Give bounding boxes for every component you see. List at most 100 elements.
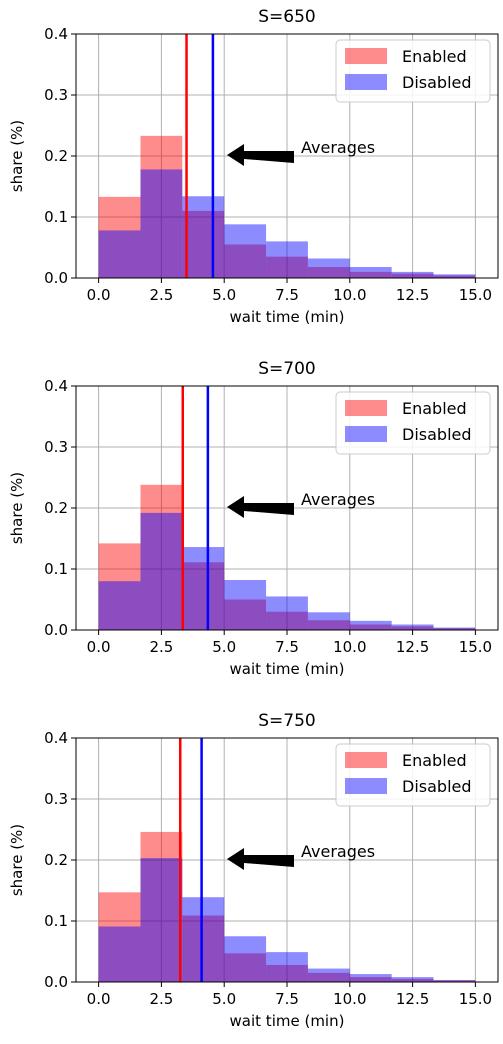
histogram-bar <box>98 196 141 278</box>
legend-label-enabled: Enabled <box>402 399 467 418</box>
histogram-bar <box>140 512 183 630</box>
y-axis-label: share (%) <box>8 120 26 192</box>
x-tick-label: 15.0 <box>459 638 492 656</box>
x-tick-label: 5.0 <box>212 286 236 304</box>
chart-panel-2: S=700 0.0 2.5 5.0 7.5 10.0 12.5 15.0 0.0 0.1 0.2 0.… <box>8 359 499 678</box>
y-tick-label: 0.1 <box>44 560 68 578</box>
y-tick-label: 0.4 <box>44 25 68 43</box>
histogram-bar <box>349 620 392 630</box>
chart-title: S=700 <box>258 359 315 379</box>
histogram-bar <box>391 271 434 278</box>
histogram-bar <box>98 581 141 630</box>
histogram-bar <box>266 952 308 982</box>
arrow-icon <box>227 144 294 166</box>
histogram-bar <box>266 241 308 278</box>
x-tick-label: 2.5 <box>149 638 173 656</box>
x-axis-label: wait time (min) <box>230 1012 345 1030</box>
arrow-icon <box>227 848 294 870</box>
histogram-bar <box>307 968 350 982</box>
y-tick-label: 0.2 <box>44 851 68 869</box>
y-tick-label: 0.3 <box>44 438 68 456</box>
y-tick-label: 0.3 <box>44 790 68 808</box>
histogram-bar <box>433 980 476 982</box>
legend: Enabled Disabled <box>335 391 491 455</box>
histogram-bar <box>182 210 225 278</box>
histogram-bar <box>224 224 267 278</box>
legend-label-disabled: Disabled <box>402 73 472 92</box>
x-tick-label: 7.5 <box>275 990 299 1008</box>
annotation-label: Averages <box>301 490 375 509</box>
histogram-bar <box>349 624 392 630</box>
legend: Enabled Disabled <box>335 743 491 807</box>
y-tick-label: 0.1 <box>44 208 68 226</box>
legend-swatch-disabled <box>345 426 387 442</box>
histogram-bar <box>433 627 476 630</box>
chart-title: S=650 <box>258 7 315 27</box>
histogram-bar <box>224 936 267 982</box>
x-tick-label: 12.5 <box>396 990 429 1008</box>
histogram-bar <box>391 978 434 982</box>
histogram-bar <box>266 596 308 630</box>
histogram-bar <box>140 169 183 278</box>
histogram-bar <box>182 562 225 630</box>
histogram-bar <box>391 624 434 630</box>
y-tick-label: 0.1 <box>44 912 68 930</box>
x-tick-label: 7.5 <box>275 286 299 304</box>
x-tick-label: 10.0 <box>333 990 366 1008</box>
legend-label-enabled: Enabled <box>402 751 467 770</box>
histogram-bar <box>224 244 267 278</box>
series-enabled-bars <box>98 484 476 630</box>
series-disabled-bars <box>98 512 476 630</box>
y-axis-label: share (%) <box>8 824 26 896</box>
legend-box <box>335 391 491 455</box>
x-axis-label: wait time (min) <box>230 660 345 678</box>
x-tick-label: 0.0 <box>87 990 111 1008</box>
legend: Enabled Disabled <box>335 39 491 103</box>
histogram-bar <box>140 135 183 278</box>
x-tick-label: 10.0 <box>333 286 366 304</box>
histogram-bar <box>307 612 350 630</box>
histogram-bar <box>182 897 225 982</box>
histogram-bar <box>349 271 392 278</box>
chart-title: S=750 <box>258 711 315 731</box>
averages-annotation: Averages <box>227 490 375 518</box>
x-tick-label: 12.5 <box>396 638 429 656</box>
legend-swatch-enabled <box>345 752 387 768</box>
x-tick-label: 10.0 <box>333 638 366 656</box>
x-axis-label: wait time (min) <box>230 308 345 326</box>
histogram-bar <box>224 579 267 630</box>
y-tick-label: 0.2 <box>44 499 68 517</box>
histogram-bar <box>433 628 476 630</box>
histogram-bar <box>98 543 141 630</box>
histogram-bar <box>307 267 350 278</box>
histogram-bar <box>391 977 434 982</box>
histogram-bar <box>433 274 476 278</box>
x-tick-label: 15.0 <box>459 286 492 304</box>
x-tick-label: 7.5 <box>275 638 299 656</box>
histogram-bar <box>349 977 392 982</box>
histogram-bar <box>140 484 183 630</box>
histogram-bar <box>140 831 183 982</box>
histogram-bar <box>266 256 308 278</box>
histogram-bar <box>182 547 225 630</box>
histogram-bar <box>182 915 225 982</box>
histogram-bar <box>224 953 267 982</box>
legend-box <box>335 743 491 807</box>
y-axis-label: share (%) <box>8 472 26 544</box>
x-tick-label: 0.0 <box>87 638 111 656</box>
legend-label-disabled: Disabled <box>402 425 472 444</box>
legend-label-enabled: Enabled <box>402 47 467 66</box>
y-tick-label: 0.4 <box>44 729 68 747</box>
series-enabled-bars <box>98 135 476 278</box>
legend-swatch-enabled <box>345 400 387 416</box>
annotation-label: Averages <box>301 842 375 861</box>
histogram-bar <box>98 926 141 982</box>
y-tick-label: 0.0 <box>44 269 68 287</box>
series-enabled-bars <box>98 831 476 982</box>
x-tick-label: 5.0 <box>212 990 236 1008</box>
chart-panel-1: S=650 0.0 2.5 5.0 7.5 10.0 12.5 15.0 0.0 0.1 0.2 0.… <box>8 7 499 326</box>
averages-annotation: Averages <box>227 138 375 166</box>
legend-swatch-disabled <box>345 778 387 794</box>
y-tick-label: 0.3 <box>44 86 68 104</box>
